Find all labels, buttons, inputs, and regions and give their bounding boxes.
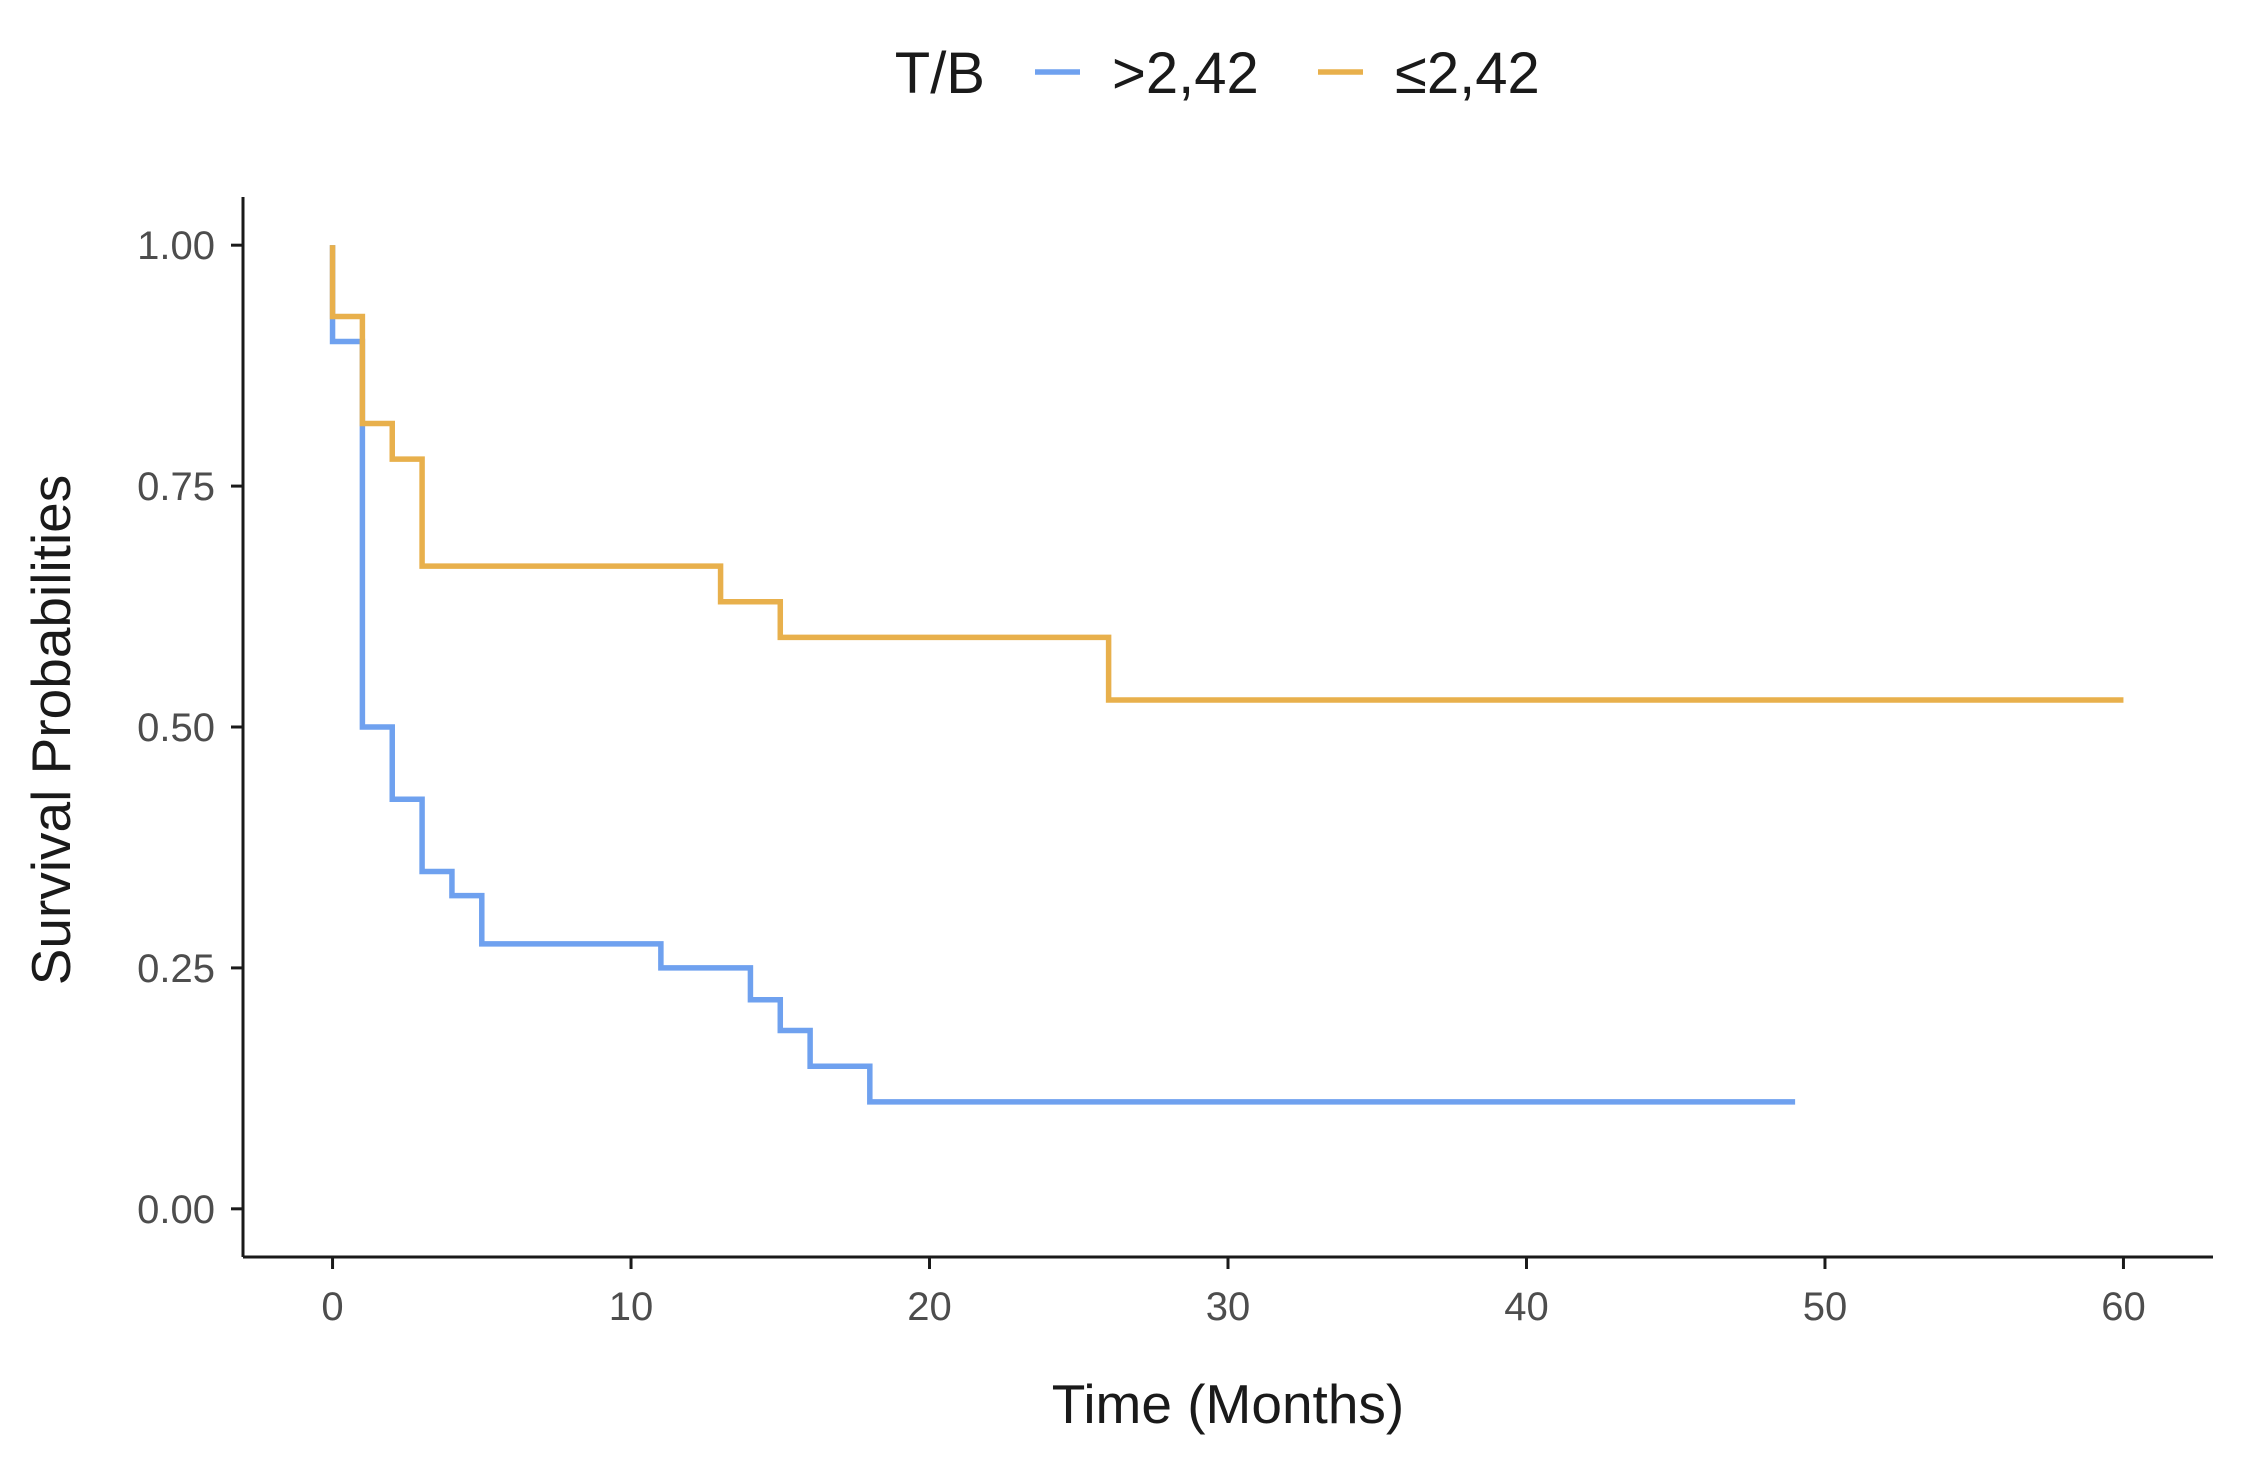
x-tick-label: 60 — [2101, 1285, 2146, 1329]
y-tick-label: 0.25 — [137, 947, 215, 991]
x-tick-label: 10 — [609, 1285, 654, 1329]
legend: T/B >2,42 ≤2,42 — [895, 41, 1540, 106]
x-tick-label: 40 — [1504, 1285, 1549, 1329]
y-axis: 0.00 0.25 0.50 0.75 1.00 — [137, 197, 245, 1257]
legend-label-high: >2,42 — [1112, 41, 1259, 106]
y-axis-title: Survival Probabilities — [20, 475, 82, 986]
y-tick-label: 0.50 — [137, 706, 215, 750]
survival-curve-high — [329, 245, 1796, 1105]
x-tick-label: 50 — [1803, 1285, 1848, 1329]
survival-curve-low — [329, 245, 2124, 703]
x-tick-label: 20 — [907, 1285, 952, 1329]
y-tick-label: 0.00 — [137, 1188, 215, 1232]
y-tick-label: 1.00 — [137, 224, 215, 268]
x-axis: 0 10 20 30 40 50 60 — [243, 1255, 2213, 1329]
x-tick-label: 0 — [321, 1285, 343, 1329]
survival-curves — [329, 245, 2124, 1105]
legend-title: T/B — [895, 41, 985, 106]
legend-label-low: ≤2,42 — [1395, 41, 1540, 106]
y-tick-label: 0.75 — [137, 465, 215, 509]
x-axis-title: Time (Months) — [1052, 1373, 1404, 1435]
x-tick-label: 30 — [1206, 1285, 1251, 1329]
